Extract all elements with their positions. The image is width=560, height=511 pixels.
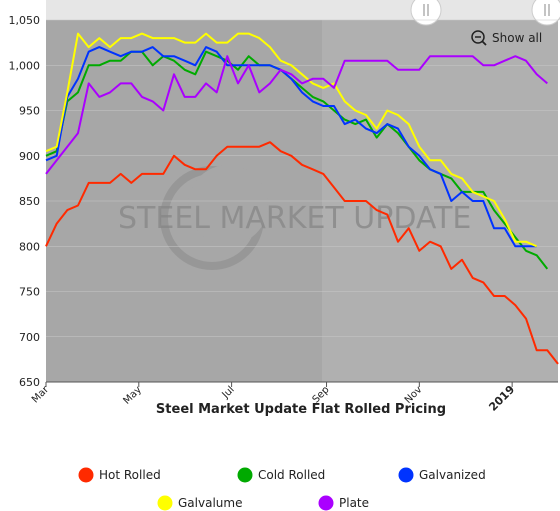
legend-marker [78, 467, 94, 483]
show-all-label: Show all [492, 31, 542, 45]
y-tick-label: 750 [19, 286, 40, 299]
legend-label: Galvalume [178, 496, 242, 510]
show-all-button[interactable]: Show all [462, 28, 552, 48]
y-tick-label: 950 [19, 105, 40, 118]
legend-item-hot-rolled[interactable]: Hot Rolled [78, 467, 161, 483]
legend-label: Plate [339, 496, 369, 510]
legend-item-galvanized[interactable]: Galvanized [398, 467, 486, 483]
legend-label: Hot Rolled [99, 468, 161, 482]
series-line-galvanized [45, 46, 537, 248]
y-tick-label: 800 [19, 240, 40, 253]
legend-item-plate[interactable]: Plate [318, 495, 370, 511]
y-tick-label: 1,000 [9, 59, 41, 72]
legend-marker [398, 467, 414, 483]
x-tick-label: 2019 [486, 383, 517, 414]
series-line-galvalume [45, 32, 538, 248]
navigator-bar[interactable] [46, 0, 560, 20]
y-tick-label: 650 [19, 376, 40, 389]
x-tick-label: May [122, 384, 144, 406]
legend-marker [237, 467, 253, 483]
y-tick-label: 900 [19, 150, 40, 163]
y-tick-label: 700 [19, 331, 40, 344]
legend-marker [318, 495, 334, 511]
y-tick-label: 1,050 [9, 14, 41, 27]
y-tick-label: 850 [19, 195, 40, 208]
range-handle-left[interactable] [410, 0, 442, 26]
legend-item-galvalume[interactable]: Galvalume [157, 495, 243, 511]
x-tick-label: Jul [220, 384, 237, 401]
series-line-hot-rolled [45, 141, 559, 365]
legend-item-cold-rolled[interactable]: Cold Rolled [237, 467, 326, 483]
legend-marker [157, 495, 173, 511]
legend-label: Cold Rolled [258, 468, 325, 482]
legend: Hot Rolled Cold Rolled Galvanized Galvalume… [78, 467, 486, 511]
legend-label: Galvanized [419, 468, 486, 482]
zoom-out-icon [471, 30, 487, 46]
series-line-plate [45, 55, 548, 175]
chart-title: Steel Market Update Flat Rolled Pricing [156, 402, 446, 417]
watermark-logo [160, 165, 268, 270]
range-handle-right[interactable] [531, 0, 560, 26]
watermark-text: STEEL MARKET UPDATE [118, 201, 471, 236]
